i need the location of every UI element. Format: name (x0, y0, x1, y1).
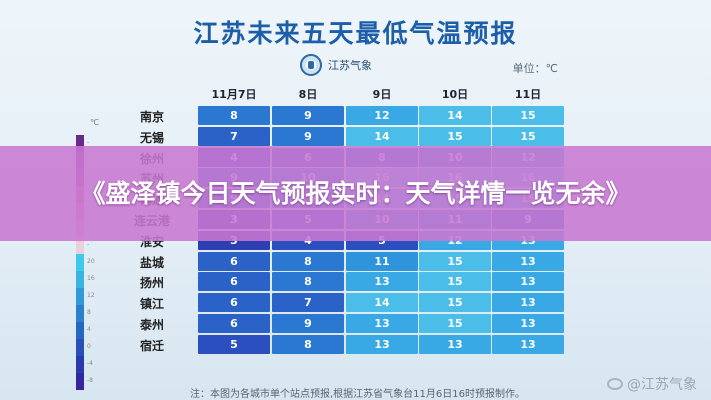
legend-swatch (76, 237, 84, 254)
city-label: 盐城 (139, 255, 164, 270)
temperature-cell: 8 (272, 334, 344, 354)
footnote: 注：本图为各城市单个站点预报,根据江苏省气象台11月6日16时预报制作。 (190, 389, 525, 400)
legend-tick: -8 (87, 377, 93, 384)
legend-tick: - (87, 139, 90, 146)
unit-label: 单位：℃ (512, 62, 558, 75)
legend-swatch (76, 288, 84, 305)
city-label: 镇江 (139, 297, 164, 312)
temperature-cell: 15 (419, 314, 491, 333)
legend-tick: 0 (87, 343, 91, 350)
city-label: 宿迁 (139, 338, 164, 353)
legend-tick: -4 (87, 360, 93, 367)
column-header: 8日 (298, 88, 318, 101)
temperature-cell: 14 (346, 126, 418, 146)
legend-swatch (76, 135, 84, 152)
temperature-cell: 15 (419, 126, 491, 146)
temperature-cell: 13 (492, 334, 564, 354)
temperature-cell: 14 (419, 106, 491, 125)
temperature-cell: 15 (419, 272, 491, 292)
legend-swatch (76, 339, 84, 356)
legend-tick: 4 (87, 326, 91, 333)
temperature-cell: 6 (198, 272, 270, 292)
temperature-cell: 15 (419, 251, 491, 271)
temperature-cell: 6 (198, 251, 270, 271)
watermark-text: @江苏气象 (627, 377, 697, 393)
legend-tick: 16 (87, 275, 95, 282)
legend-swatch (76, 254, 84, 271)
agency-logo: 江苏气象 (300, 52, 372, 78)
legend-swatch (76, 322, 84, 339)
temperature-cell: 13 (492, 293, 564, 313)
temperature-cell: 6 (198, 314, 270, 333)
forecast-title: 江苏未来五天最低气温预报 (193, 19, 518, 48)
headline-banner[interactable]: 《盛泽镇今日天气预报实时：天气详情一览无余》 (0, 146, 711, 241)
column-header: 10日 (441, 88, 469, 101)
agency-name: 江苏气象 (328, 59, 372, 72)
temperature-cell: 13 (419, 334, 491, 354)
temperature-cell: 13 (346, 334, 418, 354)
temperature-cell: 13 (492, 251, 564, 271)
legend-tick: - (87, 241, 90, 248)
temperature-cell: 7 (198, 126, 270, 146)
temperature-cell: 9 (272, 106, 344, 125)
legend-swatch (76, 373, 84, 390)
watermark: @江苏气象 (607, 374, 697, 394)
weibo-icon (607, 378, 623, 390)
temperature-cell: 13 (492, 314, 564, 333)
column-header: 11日 (514, 88, 542, 101)
column-header: 11月7日 (211, 88, 257, 101)
city-label: 扬州 (139, 276, 164, 291)
temperature-cell: 9 (272, 314, 344, 333)
temperature-cell: 13 (346, 272, 418, 292)
city-label: 泰州 (139, 318, 164, 332)
temperature-cell: 13 (492, 272, 564, 292)
temperature-cell: 15 (492, 106, 564, 125)
temperature-cell: 13 (346, 314, 418, 333)
weather-agency-emblem-icon (300, 54, 322, 76)
legend-tick: 20 (87, 258, 95, 265)
temperature-cell: 11 (346, 251, 418, 271)
column-header: 9日 (372, 88, 392, 101)
legend-swatch (76, 305, 84, 322)
headline-text: 《盛泽镇今日天气预报实时：天气详情一览无余》 (80, 178, 631, 208)
legend-unit: ℃ (90, 118, 99, 127)
legend-tick: 12 (87, 292, 95, 299)
legend-tick: 8 (87, 309, 91, 316)
legend-swatch (76, 271, 84, 288)
temperature-cell: 15 (492, 126, 564, 146)
city-label: 无锡 (139, 130, 164, 145)
temperature-cell: 5 (198, 334, 270, 354)
temperature-cell: 14 (346, 293, 418, 313)
temperature-cell: 8 (198, 106, 270, 125)
temperature-cell: 8 (272, 251, 344, 271)
legend-swatch (76, 356, 84, 373)
temperature-cell: 8 (272, 272, 344, 292)
temperature-cell: 15 (419, 293, 491, 313)
city-label: 南京 (139, 110, 164, 124)
temperature-cell: 7 (272, 293, 344, 313)
temperature-cell: 9 (272, 126, 344, 146)
temperature-cell: 12 (346, 106, 418, 125)
temperature-cell: 6 (198, 293, 270, 313)
